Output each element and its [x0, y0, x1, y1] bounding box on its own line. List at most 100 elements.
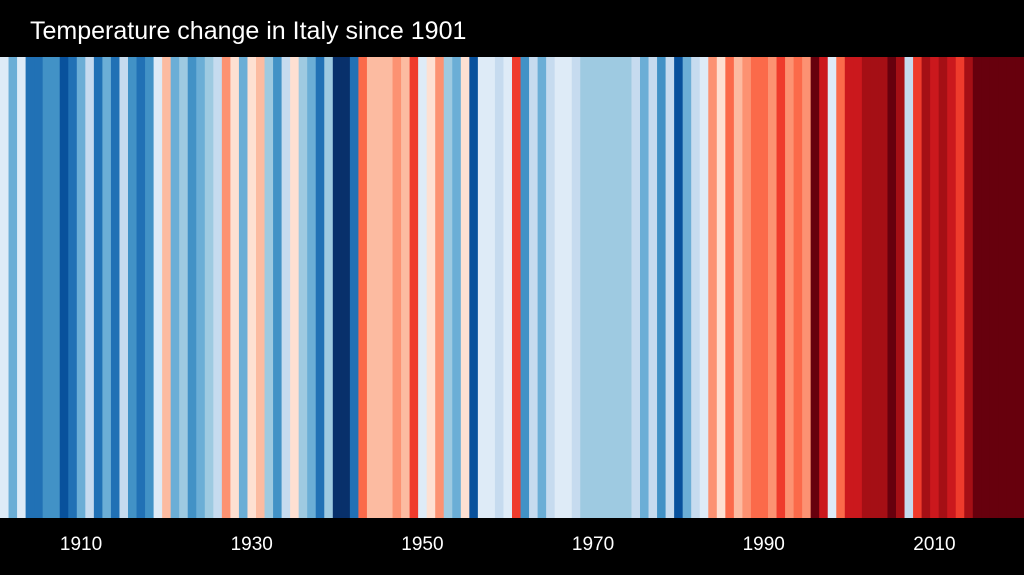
stripe-2019 [1006, 57, 1017, 518]
stripe-1987 [733, 57, 743, 518]
stripe-2020 [1015, 57, 1024, 518]
stripe-1983 [699, 57, 709, 518]
stripe-1986 [725, 57, 735, 518]
stripe-1939 [324, 57, 334, 518]
stripe-1988 [742, 57, 752, 518]
stripe-1951 [426, 57, 436, 518]
stripe-1968 [571, 57, 581, 518]
stripe-1926 [213, 57, 223, 518]
x-tick-label: 2010 [913, 534, 956, 555]
stripe-1977 [648, 57, 658, 518]
stripe-1908 [59, 57, 69, 518]
stripe-1931 [256, 57, 266, 518]
stripe-1909 [68, 57, 78, 518]
stripe-2018 [998, 57, 1008, 518]
stripe-1904 [25, 57, 35, 518]
x-tick-label: 1930 [230, 534, 273, 555]
stripe-1940 [332, 57, 342, 518]
stripe-1934 [281, 57, 291, 518]
stripe-1978 [657, 57, 667, 518]
stripe-1910 [76, 57, 86, 518]
stripe-2008 [913, 57, 923, 518]
stripe-1989 [750, 57, 761, 518]
stripe-1918 [145, 57, 155, 518]
stripe-1959 [494, 57, 505, 518]
stripe-1941 [341, 57, 351, 518]
stripe-1917 [136, 57, 146, 518]
stripe-1969 [580, 57, 590, 518]
stripe-1943 [358, 57, 368, 518]
stripe-2017 [989, 57, 999, 518]
stripe-1974 [622, 57, 633, 518]
stripe-1928 [230, 57, 240, 518]
stripe-1998 [827, 57, 837, 518]
stripe-1966 [554, 57, 564, 518]
stripe-1924 [196, 57, 206, 518]
stripe-1955 [460, 57, 470, 518]
stripe-1949 [409, 57, 419, 518]
stripe-2009 [921, 57, 931, 518]
chart-title: Temperature change in Italy since 1901 [30, 17, 467, 45]
stripe-1997 [819, 57, 829, 518]
stripe-1912 [93, 57, 103, 518]
stripe-2004 [878, 57, 889, 518]
stripe-1982 [691, 57, 701, 518]
stripe-1933 [273, 57, 283, 518]
stripe-1996 [810, 57, 820, 518]
stripe-1963 [529, 57, 539, 518]
stripe-1901 [0, 57, 10, 518]
stripe-1906 [42, 57, 52, 518]
stripe-1903 [17, 57, 27, 518]
stripe-1911 [85, 57, 95, 518]
stripe-1944 [366, 57, 377, 518]
stripe-1979 [665, 57, 675, 518]
stripe-1984 [708, 57, 718, 518]
stripe-2002 [861, 57, 871, 518]
stripe-1950 [418, 57, 428, 518]
stripe-1994 [793, 57, 803, 518]
stripe-2006 [896, 57, 906, 518]
stripe-1920 [162, 57, 172, 518]
stripe-2011 [938, 57, 948, 518]
x-axis: 1910 1930 1950 1970 1990 2010 [0, 518, 1024, 575]
stripe-1937 [307, 57, 317, 518]
stripe-1902 [8, 57, 18, 518]
stripe-1914 [110, 57, 121, 518]
stripe-1957 [477, 57, 487, 518]
stripe-1930 [247, 57, 257, 518]
x-tick-label: 1950 [401, 534, 444, 555]
stripe-1970 [588, 57, 598, 518]
stripe-2003 [870, 57, 880, 518]
stripe-2005 [887, 57, 897, 518]
stripe-1976 [640, 57, 650, 518]
stripe-1952 [435, 57, 445, 518]
stripe-1923 [187, 57, 197, 518]
stripe-1919 [153, 57, 163, 518]
stripe-1905 [34, 57, 44, 518]
stripe-1967 [563, 57, 573, 518]
x-tick-label: 1990 [742, 534, 785, 555]
stripe-2000 [844, 57, 854, 518]
stripe-1972 [605, 57, 615, 518]
stripe-2014 [964, 57, 974, 518]
stripe-1947 [392, 57, 402, 518]
stripe-2015 [972, 57, 982, 518]
stripe-2012 [947, 57, 957, 518]
stripe-1921 [170, 57, 180, 518]
stripe-1995 [802, 57, 812, 518]
stripe-1973 [614, 57, 624, 518]
stripe-1975 [631, 57, 641, 518]
stripe-1936 [298, 57, 308, 518]
stripe-1948 [401, 57, 411, 518]
stripe-1971 [597, 57, 607, 518]
stripe-1985 [716, 57, 726, 518]
stripe-2007 [904, 57, 914, 518]
stripe-2010 [930, 57, 940, 518]
stripe-1958 [486, 57, 496, 518]
stripe-1964 [537, 57, 547, 518]
stripe-1932 [264, 57, 274, 518]
stripe-1922 [179, 57, 189, 518]
stripe-1962 [520, 57, 530, 518]
stripe-1916 [128, 57, 138, 518]
stripe-1993 [785, 57, 795, 518]
